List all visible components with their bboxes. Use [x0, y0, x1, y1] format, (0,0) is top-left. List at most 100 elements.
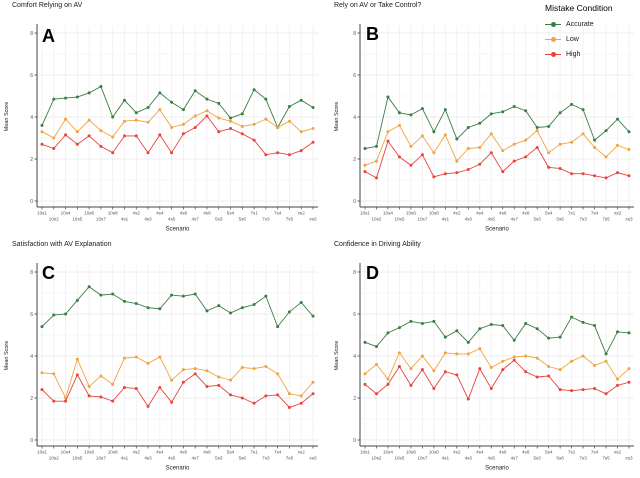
- svg-text:4s7: 4s7: [511, 217, 519, 222]
- series-line-high: [364, 359, 630, 401]
- svg-text:5s3: 5s3: [533, 456, 541, 461]
- svg-text:4s6: 4s6: [499, 211, 507, 216]
- svg-text:4s3: 4s3: [465, 456, 473, 461]
- chart-panel-c: 0246810s110s210s410s510s610s710s84s14s24…: [0, 239, 330, 478]
- svg-text:5s3: 5s3: [215, 217, 223, 222]
- svg-text:7s4: 7s4: [591, 450, 599, 455]
- svg-text:4s2: 4s2: [453, 211, 461, 216]
- panel-satisfaction-with-av-explanation: 0 2 4 6 8 10s1 10s2 10s4 10s5 10s6 10s7 10s8 4s1 4s2 4…: [0, 239, 330, 478]
- x-axis-label: Scenario: [166, 466, 190, 472]
- svg-text:5s6: 5s6: [556, 456, 564, 461]
- svg-text:10s5: 10s5: [394, 217, 404, 222]
- svg-text:4: 4: [353, 115, 356, 121]
- legend: Mistake Condition Accurate Low High: [545, 3, 639, 62]
- svg-text:xs3: xs3: [309, 217, 317, 222]
- legend-title: Mistake Condition: [545, 3, 613, 13]
- series-line-low: [364, 124, 630, 166]
- low-line-marker-icon: [545, 36, 561, 44]
- svg-text:2: 2: [30, 157, 33, 163]
- svg-text:4s8: 4s8: [522, 211, 530, 216]
- svg-text:4s8: 4s8: [203, 450, 211, 455]
- y-axis-label: Mean Score: [4, 341, 10, 371]
- svg-text:7s5: 7s5: [286, 217, 294, 222]
- series-line-low: [364, 348, 630, 380]
- svg-text:4s7: 4s7: [511, 456, 519, 461]
- y-axis-label: Mean Score: [4, 102, 10, 132]
- svg-text:4s5: 4s5: [168, 217, 176, 222]
- panel-title: Satisfaction with AV Explanation: [12, 241, 112, 248]
- svg-text:4s1: 4s1: [442, 456, 450, 461]
- svg-text:4s5: 4s5: [488, 217, 496, 222]
- svg-text:10s7: 10s7: [417, 456, 427, 461]
- svg-text:10s2: 10s2: [371, 217, 381, 222]
- svg-text:8: 8: [30, 31, 33, 37]
- svg-text:5s4: 5s4: [545, 211, 553, 216]
- legend-item-accurate: Accurate: [545, 17, 639, 32]
- svg-text:10s1: 10s1: [37, 450, 47, 455]
- svg-text:10s4: 10s4: [61, 450, 71, 455]
- svg-text:10s6: 10s6: [406, 211, 416, 216]
- svg-text:10s6: 10s6: [406, 450, 416, 455]
- svg-text:4s8: 4s8: [203, 211, 211, 216]
- panel-title: Confidence in Driving Ability: [334, 241, 421, 248]
- panel-comfort-relying-on-av: 0 2 4 6 8 10s1 10s2 10s4 10s5 10s6 10s7 10s8 4s1 4s2 4…: [0, 0, 330, 239]
- svg-text:10s6: 10s6: [84, 211, 94, 216]
- svg-text:10s4: 10s4: [383, 211, 393, 216]
- svg-text:5s6: 5s6: [239, 456, 247, 461]
- svg-text:7s1: 7s1: [250, 450, 258, 455]
- svg-text:5s3: 5s3: [533, 217, 541, 222]
- series-line-low: [41, 356, 314, 400]
- svg-text:4s7: 4s7: [191, 456, 199, 461]
- svg-text:4s4: 4s4: [156, 211, 164, 216]
- svg-text:xs2: xs2: [298, 450, 306, 455]
- svg-text:2: 2: [353, 157, 356, 163]
- svg-text:7s3: 7s3: [262, 456, 270, 461]
- accurate-line-marker-icon: [545, 21, 561, 29]
- svg-text:10s2: 10s2: [49, 456, 59, 461]
- svg-text:7s3: 7s3: [579, 456, 587, 461]
- svg-text:7s4: 7s4: [591, 211, 599, 216]
- svg-text:0: 0: [30, 199, 33, 205]
- x-axis-label: Scenario: [166, 227, 190, 233]
- svg-text:4: 4: [353, 354, 356, 360]
- high-line-marker-icon: [545, 51, 561, 59]
- svg-text:6: 6: [353, 312, 356, 318]
- svg-text:7s1: 7s1: [250, 211, 258, 216]
- svg-text:7s5: 7s5: [602, 456, 610, 461]
- y-axis-label: Mean Score: [334, 102, 340, 132]
- svg-text:xs2: xs2: [614, 450, 622, 455]
- svg-text:7s3: 7s3: [262, 217, 270, 222]
- svg-text:xs3: xs3: [309, 456, 317, 461]
- svg-text:0: 0: [30, 438, 33, 444]
- svg-text:10s7: 10s7: [96, 456, 106, 461]
- svg-text:10s5: 10s5: [72, 217, 82, 222]
- svg-text:10s1: 10s1: [360, 211, 370, 216]
- series-line-accurate: [41, 286, 314, 328]
- svg-text:xs2: xs2: [298, 211, 306, 216]
- svg-text:4s2: 4s2: [133, 211, 141, 216]
- series-line-high: [364, 140, 630, 179]
- svg-text:10s4: 10s4: [61, 211, 71, 216]
- panel-tag-a: A: [42, 26, 55, 46]
- svg-text:5s6: 5s6: [239, 217, 247, 222]
- svg-text:10s6: 10s6: [84, 450, 94, 455]
- svg-text:8: 8: [353, 270, 356, 276]
- svg-text:0: 0: [353, 199, 356, 205]
- legend-label: Accurate: [566, 21, 594, 28]
- svg-text:10s7: 10s7: [96, 217, 106, 222]
- legend-label: High: [566, 51, 581, 58]
- legend-item-low: Low: [545, 32, 639, 47]
- svg-text:4s1: 4s1: [121, 217, 129, 222]
- svg-text:4s3: 4s3: [144, 456, 152, 461]
- svg-text:8: 8: [353, 31, 356, 37]
- panel-tag-d: D: [366, 263, 379, 283]
- series-line-high: [41, 373, 314, 408]
- chart-panel-a: 0246810s110s210s410s510s610s710s84s14s24…: [0, 0, 330, 239]
- svg-text:10s8: 10s8: [108, 211, 118, 216]
- svg-text:4s3: 4s3: [465, 217, 473, 222]
- svg-text:10s4: 10s4: [383, 450, 393, 455]
- series-line-accurate: [364, 316, 630, 355]
- x-axis-label: Scenario: [485, 466, 509, 472]
- svg-text:4: 4: [30, 354, 33, 360]
